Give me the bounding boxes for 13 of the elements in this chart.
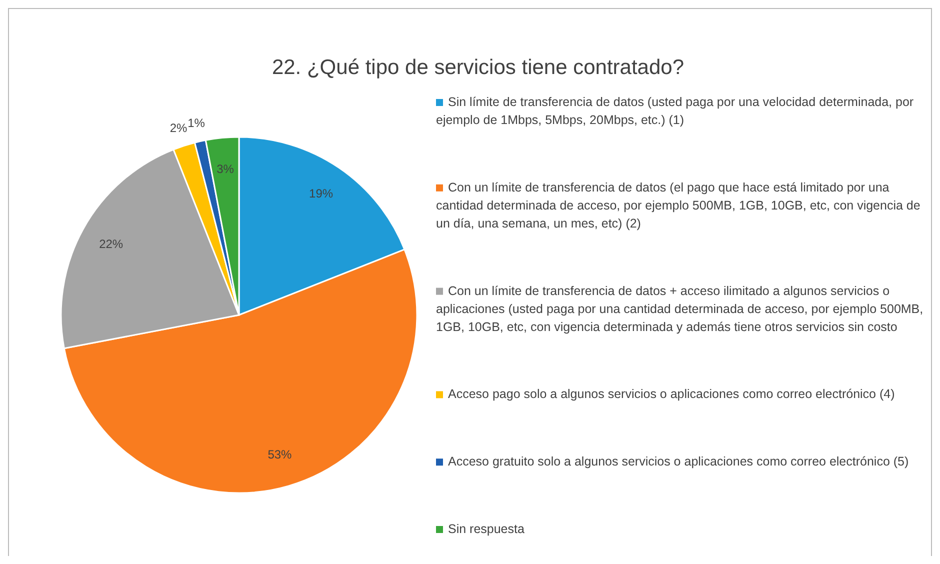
legend-label: Acceso gratuito solo a algunos servicios o aplicaciones como correo electrónico (5) — [448, 454, 909, 469]
data-label: 1% — [188, 116, 206, 130]
data-label: 22% — [99, 236, 124, 251]
chart-title: 22. ¿Qué tipo de servicios tiene contratado? — [272, 56, 684, 79]
data-label: 2% — [170, 120, 188, 135]
data-label: 19% — [309, 186, 334, 200]
legend-label: Con un límite de transferencia de datos + acceso ilimitado a algunos servicios o aplicaciones (usted paga por una cantidad determinada de acceso, por ejemplo 500MB, 1GB, 10GB, etc, con vigencia determinada y además tiene otros servicios sin costo — [436, 284, 924, 334]
legend-label: Sin límite de transferencia de datos (usted paga por una velocidad determinada, por ejemplo de 1Mbps, 5Mbps, 20Mbps, etc.) (1) — [436, 95, 914, 128]
data-label: 53% — [268, 447, 292, 462]
data-label: 3% — [216, 162, 234, 176]
legend-label: Sin respuesta — [448, 522, 524, 536]
legend-label: Con un límite de transferencia de datos (el pago que hace está limitado por una cantidad determinada de acceso, por ejemplo 500MB, 1GB, 10GB, etc, con vigencia de un día, una semana, un mes, etc) (2) — [436, 180, 920, 231]
legend-label: Acceso pago solo a algunos servicios o aplicaciones como correo electrónico (4) — [448, 387, 895, 402]
